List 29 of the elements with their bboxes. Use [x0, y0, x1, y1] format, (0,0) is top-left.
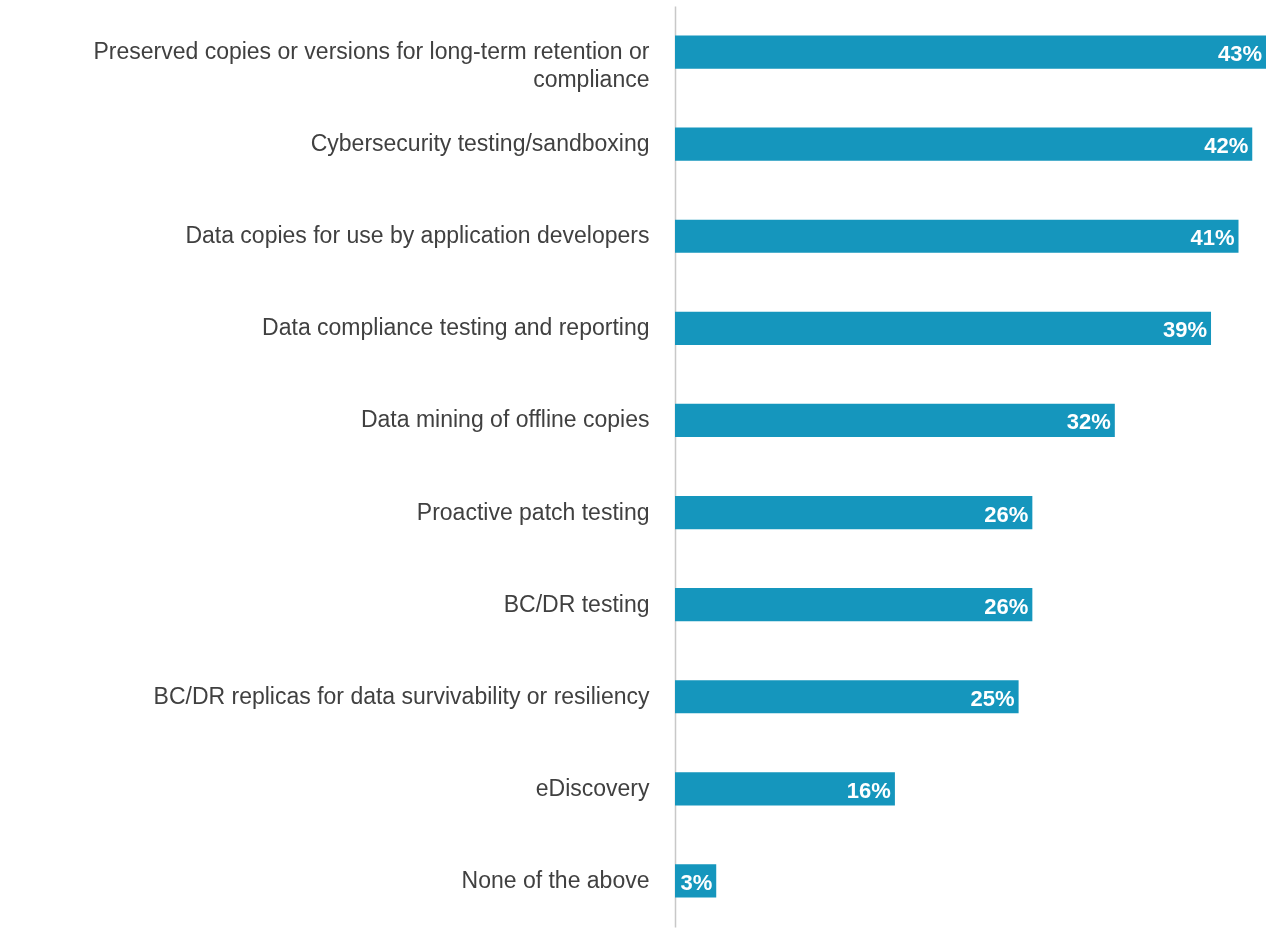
- data-label: 26%: [984, 593, 1029, 619]
- y-tick-label: Data mining of offline copies: [360, 406, 650, 433]
- y-tick-label: eDiscovery: [535, 774, 650, 801]
- bar: [675, 680, 1019, 714]
- y-tick-label: Preserved copies or versions for long-term retention or compliance: [93, 38, 650, 93]
- data-label: 3%: [680, 869, 713, 895]
- data-label: 16%: [846, 777, 891, 803]
- bar: [675, 127, 1253, 161]
- bar: [675, 588, 1033, 622]
- bar: [675, 495, 1033, 530]
- bar: [675, 311, 1212, 345]
- data-label: 43%: [1217, 41, 1262, 67]
- y-tick-label: BC/DR replicas for data survivability or resiliency: [153, 682, 650, 709]
- data-label: 32%: [1066, 409, 1111, 435]
- bar: [675, 219, 1239, 253]
- bar: [675, 403, 1115, 438]
- y-tick-label: Cybersecurity testing/sandboxing: [310, 130, 650, 157]
- data-label: 41%: [1190, 225, 1235, 251]
- bar: [675, 772, 895, 806]
- y-tick-label: None of the above: [461, 866, 650, 893]
- data-label: 39%: [1162, 317, 1208, 343]
- bar: [675, 35, 1266, 69]
- y-tick-label: Data compliance testing and reporting: [262, 314, 650, 341]
- data-label: 25%: [970, 685, 1015, 711]
- y-tick-label: Proactive patch testing: [416, 498, 650, 525]
- data-label: 42%: [1204, 133, 1249, 159]
- y-tick-label: Data copies for use by application developers: [185, 222, 650, 249]
- data-label: 26%: [984, 501, 1029, 527]
- y-tick-label: BC/DR testing: [503, 590, 650, 617]
